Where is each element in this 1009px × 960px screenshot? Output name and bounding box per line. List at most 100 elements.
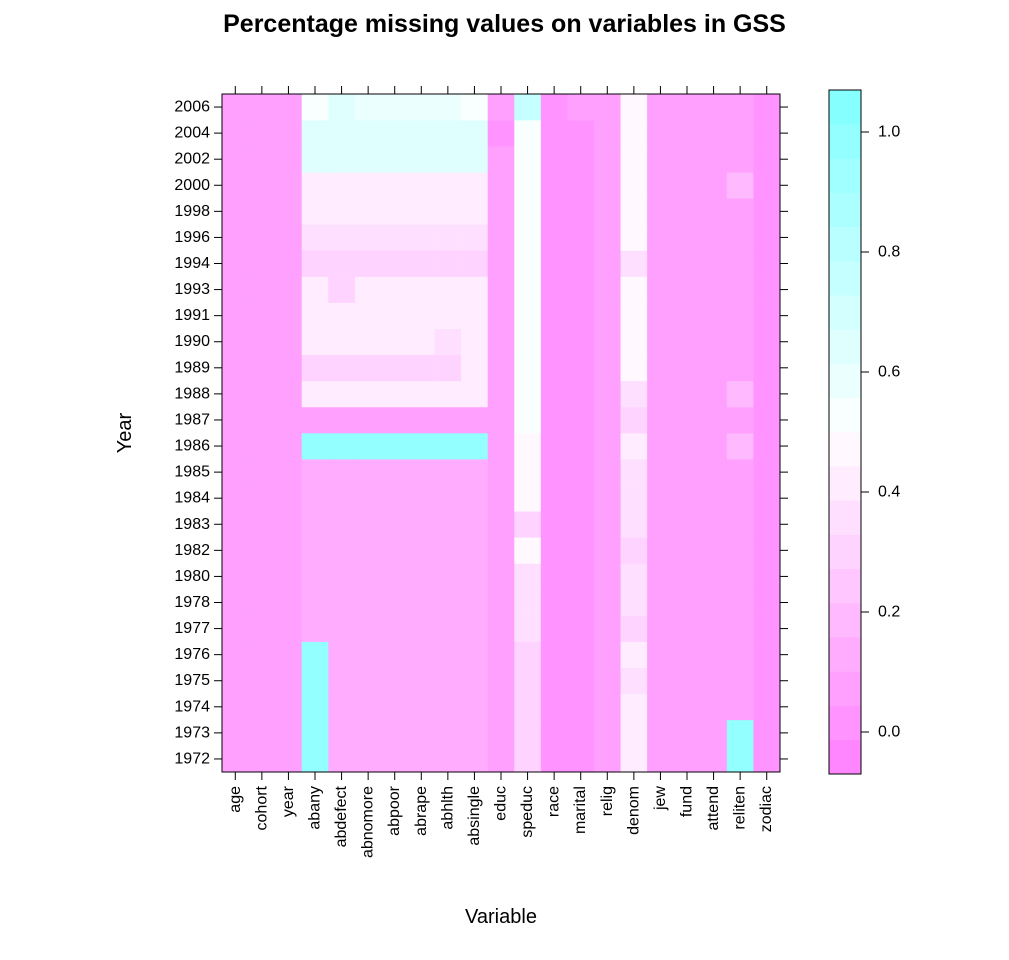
heatmap-cell	[248, 433, 276, 460]
color-key-swatch	[829, 158, 861, 193]
y-tick-label: 2004	[174, 125, 210, 142]
heatmap-cell	[222, 276, 249, 303]
heatmap-cell	[275, 589, 303, 616]
heatmap-cell	[726, 511, 754, 538]
heatmap-cell	[700, 146, 728, 173]
heatmap-cell	[594, 120, 621, 147]
heatmap-cell	[567, 146, 595, 173]
axis-ticks	[214, 86, 788, 780]
x-tick-label: abpoor	[386, 785, 403, 835]
heatmap-cell	[248, 406, 276, 434]
heatmap-cell	[381, 302, 409, 329]
heatmap-cell	[301, 302, 329, 329]
heatmap-cell	[301, 433, 329, 460]
heatmap-cell	[328, 485, 356, 512]
heatmap-cell	[222, 719, 249, 747]
heatmap-cell	[620, 667, 648, 695]
heatmap-cell	[567, 719, 595, 747]
heatmap-cell	[408, 94, 435, 121]
heatmap-cell	[647, 433, 675, 460]
x-tick-label: attend	[705, 786, 722, 830]
heatmap-cell	[408, 459, 435, 486]
heatmap-cell	[594, 641, 621, 668]
heatmap-cell	[540, 224, 568, 251]
color-key-swatch	[829, 603, 861, 638]
heatmap-cell	[620, 328, 648, 356]
heatmap-cell	[354, 589, 382, 616]
y-tick-label: 1978	[174, 594, 210, 611]
heatmap-cell	[567, 380, 595, 408]
heatmap-cell	[222, 485, 249, 512]
heatmap-cell	[753, 380, 781, 408]
heatmap-cell	[753, 406, 781, 434]
heatmap-cell	[275, 719, 303, 747]
heatmap-cell	[594, 433, 621, 460]
heatmap-cell	[461, 615, 489, 642]
heatmap-cell	[487, 94, 515, 121]
heatmap-cell	[673, 563, 701, 590]
heatmap-cell	[461, 146, 489, 173]
heatmap-cell	[540, 745, 568, 773]
heatmap-cell	[248, 250, 276, 277]
heatmap-cell	[328, 433, 356, 460]
heatmap-cell	[753, 146, 781, 173]
heatmap-cell	[354, 511, 382, 538]
heatmap-cell	[354, 641, 382, 668]
heatmap-cell	[461, 302, 489, 329]
heatmap-cell	[328, 511, 356, 538]
heatmap-cell	[328, 276, 356, 303]
x-tick-label: year	[280, 785, 297, 817]
heatmap-cell	[301, 328, 329, 356]
heatmap-cell	[408, 433, 435, 460]
y-tick-label: 1982	[174, 542, 210, 559]
heatmap-cell	[381, 485, 409, 512]
heatmap-cell	[753, 302, 781, 329]
heatmap-cell	[328, 589, 356, 616]
heatmap-cell	[248, 146, 276, 173]
heatmap-cell	[275, 302, 303, 329]
heatmap-cell	[434, 537, 462, 564]
heatmap-cell	[354, 406, 382, 434]
heatmap-cell	[354, 667, 382, 695]
heatmap-cell	[647, 563, 675, 590]
x-tick-label: abany	[307, 786, 324, 830]
heatmap-cell	[594, 537, 621, 564]
heatmap-cell	[567, 328, 595, 356]
heatmap-cell	[540, 354, 568, 382]
heatmap-cell	[700, 641, 728, 668]
heatmap-cell	[620, 146, 648, 173]
heatmap-cell	[487, 433, 515, 460]
heatmap-cell	[328, 745, 356, 773]
heatmap-cell	[594, 693, 621, 721]
heatmap-cell	[222, 693, 249, 721]
heatmap-cell	[673, 485, 701, 512]
heatmap-cell	[461, 406, 489, 434]
heatmap-cell	[673, 120, 701, 147]
heatmap-cell	[594, 406, 621, 434]
heatmap-cell	[381, 459, 409, 486]
heatmap-cell	[222, 328, 249, 356]
color-key-tick-label: 1.0	[878, 124, 900, 141]
heatmap-cell	[248, 94, 276, 121]
heatmap-cell	[567, 94, 595, 121]
heatmap-cell	[673, 745, 701, 773]
heatmap-cell	[434, 224, 462, 251]
heatmap-cell	[222, 511, 249, 538]
y-tick-label: 1986	[174, 438, 210, 455]
heatmap-cell	[487, 328, 515, 356]
heatmap-cell	[647, 198, 675, 225]
heatmap-cell	[620, 615, 648, 642]
heatmap-cell	[514, 563, 542, 590]
y-tick-label: 1993	[174, 281, 210, 298]
heatmap-cell	[301, 589, 329, 616]
heatmap-cell	[567, 302, 595, 329]
color-key-swatch	[829, 295, 861, 330]
heatmap-cell	[222, 589, 249, 616]
heatmap-cell	[434, 641, 462, 668]
heatmap-cell	[275, 641, 303, 668]
heatmap-cell	[647, 172, 675, 199]
y-tick-label: 1983	[174, 516, 210, 533]
heatmap-cell	[514, 250, 542, 277]
heatmap-cell	[301, 198, 329, 225]
heatmap-cell	[647, 224, 675, 251]
